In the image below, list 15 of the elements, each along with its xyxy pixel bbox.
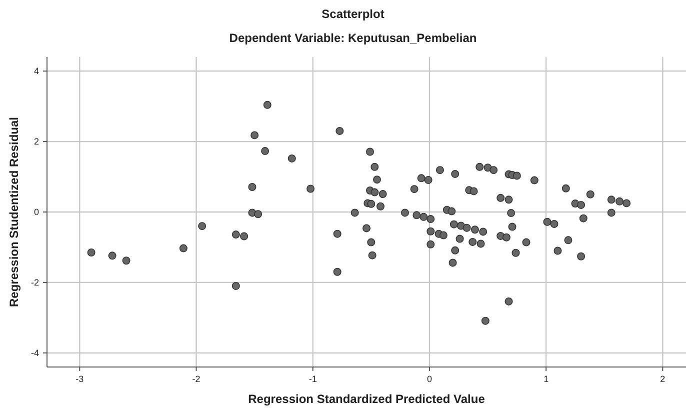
y-axis-title: Regression Studentized Residual xyxy=(7,116,21,308)
x-axis-title: Regression Standardized Predicted Value xyxy=(248,392,486,406)
y-tick-label: 2 xyxy=(34,136,39,147)
y-tick-label: 4 xyxy=(34,66,39,76)
y-tick-label: -2 xyxy=(30,277,39,288)
x-tick-label: -1 xyxy=(308,374,317,384)
x-tick-label: 2 xyxy=(660,374,666,384)
x-tick-label: -2 xyxy=(192,374,200,384)
chart-subtitle: Dependent Variable: Keputusan_Pembelian xyxy=(229,31,477,45)
y-tick-label: 0 xyxy=(34,207,39,217)
chart-title: Scatterplot xyxy=(322,7,384,21)
x-tick-label: -3 xyxy=(76,374,84,384)
x-tick-label: 1 xyxy=(544,374,549,384)
y-tick-label: -4 xyxy=(30,348,39,358)
x-tick-label: 0 xyxy=(426,374,432,384)
